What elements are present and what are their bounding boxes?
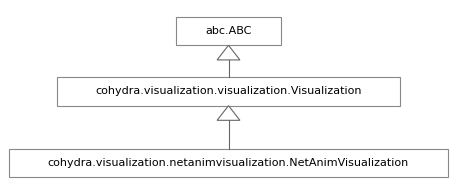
Bar bbox=[176, 17, 281, 45]
Bar bbox=[9, 149, 448, 177]
Bar bbox=[57, 77, 400, 106]
Text: abc.ABC: abc.ABC bbox=[205, 26, 252, 36]
Polygon shape bbox=[217, 45, 240, 60]
Polygon shape bbox=[217, 106, 240, 120]
Text: cohydra.visualization.netanimvisualization.NetAnimVisualization: cohydra.visualization.netanimvisualizati… bbox=[48, 158, 409, 168]
Text: cohydra.visualization.visualization.Visualization: cohydra.visualization.visualization.Visu… bbox=[95, 87, 362, 96]
